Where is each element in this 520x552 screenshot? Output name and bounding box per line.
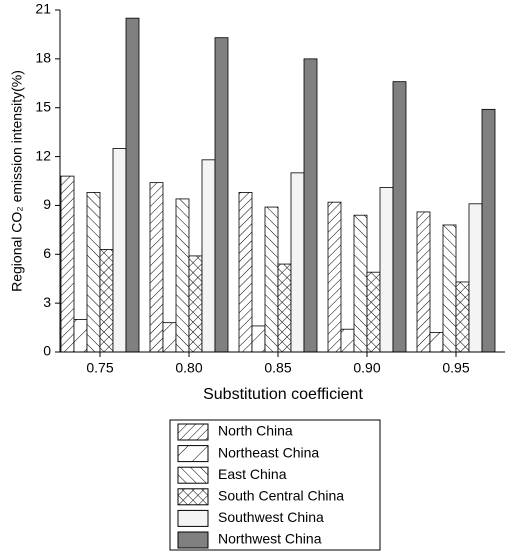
legend-swatch: [177, 509, 209, 527]
legend-label: Northwest China: [218, 531, 322, 547]
bar: [60, 175, 75, 353]
bar: [340, 328, 355, 353]
y-tick-label: 9: [43, 196, 51, 212]
y-tick-label: 15: [35, 98, 51, 114]
bar: [277, 263, 292, 353]
x-tick-label: 0.80: [175, 360, 202, 376]
y-tick-label: 6: [43, 245, 51, 261]
bar: [125, 17, 140, 353]
bar: [429, 332, 444, 353]
bar: [353, 214, 368, 353]
bar: [149, 182, 164, 353]
legend-box: [169, 419, 381, 551]
bar: [379, 187, 394, 353]
legend-label: South Central China: [218, 488, 344, 504]
bar: [327, 201, 342, 353]
bar: [392, 81, 407, 353]
bar: [455, 281, 470, 353]
legend-swatch: [177, 423, 209, 441]
x-tick-label: 0.75: [86, 360, 113, 376]
bar: [290, 172, 305, 353]
x-axis-label: Substitution coefficient: [203, 386, 363, 403]
bar: [251, 325, 266, 353]
bar: [162, 322, 177, 353]
bar: [416, 211, 431, 353]
y-tick-label: 21: [35, 1, 51, 17]
legend-label: Southwest China: [218, 509, 324, 525]
legend-swatch: [177, 488, 209, 506]
bar: [175, 198, 190, 353]
y-tick-label: 12: [35, 147, 51, 163]
bar: [481, 108, 496, 353]
bar: [214, 37, 229, 353]
legend-label: North China: [218, 423, 293, 439]
bar: [201, 159, 216, 353]
x-tick-label: 0.95: [442, 360, 469, 376]
y-axis-label: Regional CO₂ emission intensity(%): [9, 70, 25, 292]
x-tick-label: 0.90: [353, 360, 380, 376]
bar: [468, 203, 483, 353]
bar: [442, 224, 457, 353]
bar: [366, 271, 381, 353]
bar: [238, 191, 253, 353]
y-tick-label: 18: [35, 50, 51, 66]
x-tick-label: 0.85: [264, 360, 291, 376]
bar: [73, 319, 88, 353]
y-tick-label: 3: [43, 294, 51, 310]
bar: [112, 148, 127, 353]
bar: [264, 206, 279, 353]
bar: [303, 58, 318, 353]
y-tick-label: 0: [43, 343, 51, 359]
legend-swatch: [177, 531, 209, 549]
bar: [99, 248, 114, 353]
bar: [86, 191, 101, 353]
legend-label: Northeast China: [218, 444, 319, 460]
legend-label: East China: [218, 466, 287, 482]
legend-swatch: [177, 445, 209, 463]
bar: [188, 255, 203, 353]
legend-swatch: [177, 466, 209, 484]
